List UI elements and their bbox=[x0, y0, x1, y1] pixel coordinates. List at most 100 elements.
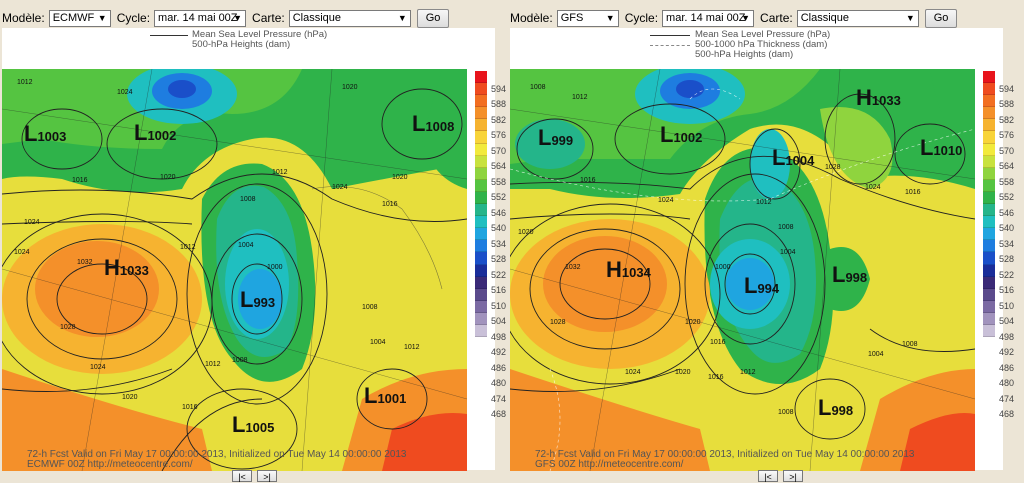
isobar-label: 1008 bbox=[362, 304, 378, 311]
system-label: L1005 bbox=[232, 412, 275, 437]
map-select[interactable]: Classique ▼ bbox=[796, 9, 919, 27]
chevron-down-icon: ▼ bbox=[97, 12, 107, 23]
colorbar-swatch bbox=[475, 216, 487, 229]
isobar-label: 1020 bbox=[342, 84, 358, 91]
system-label: L999 bbox=[538, 125, 574, 150]
isobar-label: 1008 bbox=[240, 196, 256, 203]
isobar-label: 1012 bbox=[17, 79, 33, 86]
colorbar-swatch bbox=[475, 83, 487, 96]
colorbar-label: 570 bbox=[999, 146, 1015, 156]
isobar-label: 1000 bbox=[267, 264, 283, 271]
colorbar-swatch bbox=[983, 167, 995, 180]
colorbar-swatch bbox=[983, 143, 995, 156]
isobar-label: 1024 bbox=[625, 369, 641, 376]
colorbar-swatch bbox=[983, 71, 995, 84]
legend-line-mslp bbox=[650, 35, 690, 36]
cycle-select[interactable]: mar. 14 mai 00Z ▼ bbox=[154, 9, 247, 27]
isobar-label: 1016 bbox=[905, 189, 921, 196]
isobar-label: 1004 bbox=[238, 242, 254, 249]
isobar-label: 1012 bbox=[756, 199, 772, 206]
colorbar-label: 576 bbox=[999, 130, 1015, 140]
last-frame-button[interactable]: >| bbox=[257, 470, 277, 482]
isobar-label: 1028 bbox=[550, 319, 566, 326]
isobar-label: 1012 bbox=[740, 369, 756, 376]
colorbar-label: 486 bbox=[491, 363, 507, 373]
model-select[interactable]: ECMWF ▼ bbox=[48, 9, 111, 27]
colorbar-swatch bbox=[983, 119, 995, 132]
system-label: H1033 bbox=[856, 85, 901, 110]
isobar-label: 1024 bbox=[24, 219, 40, 226]
isobar-label: 1020 bbox=[675, 369, 691, 376]
forecast-footer: 72-h Fcst Valid on Fri May 17 00:00:00 2… bbox=[535, 449, 915, 460]
isobar-label: 1024 bbox=[90, 364, 106, 371]
legend-line-thickness bbox=[650, 45, 690, 46]
colorbar-label: 582 bbox=[491, 115, 507, 125]
system-label: L1002 bbox=[660, 122, 703, 147]
isobar-label: 1008 bbox=[232, 357, 248, 364]
chevron-down-icon: ▼ bbox=[605, 12, 615, 23]
cycle-select[interactable]: mar. 14 mai 00Z ▼ bbox=[662, 9, 755, 27]
colorbar-swatch bbox=[475, 119, 487, 132]
isobar-label: 1024 bbox=[332, 184, 348, 191]
map-select[interactable]: Classique ▼ bbox=[288, 9, 411, 27]
colorbar-swatch bbox=[983, 312, 995, 325]
left-controls: Modèle: ECMWF ▼ Cycle: mar. 14 mai 00Z ▼ C… bbox=[2, 8, 450, 28]
colorbar-label: 570 bbox=[491, 146, 507, 156]
isobar-label: 1012 bbox=[205, 361, 221, 368]
colorbar-label: 534 bbox=[491, 239, 507, 249]
colorbar-label: 504 bbox=[999, 316, 1015, 326]
colorbar-swatch bbox=[983, 179, 995, 192]
legend-thickness: 500-1000 hPa Thickness (dam) bbox=[695, 39, 828, 50]
colorbar-swatch bbox=[475, 264, 487, 277]
colorbar-swatch bbox=[983, 131, 995, 144]
colorbar-label: 474 bbox=[491, 394, 507, 404]
colorbar-label: 564 bbox=[491, 161, 507, 171]
last-frame-button[interactable]: >| bbox=[783, 470, 803, 482]
chevron-down-icon: ▼ bbox=[397, 12, 407, 23]
colorbar-label: 510 bbox=[999, 301, 1015, 311]
isobar-label: 1032 bbox=[77, 259, 93, 266]
colorbar-label: 522 bbox=[491, 270, 507, 280]
colorbar-label: 516 bbox=[999, 285, 1015, 295]
colorbar-label: 540 bbox=[999, 223, 1015, 233]
colorbar-swatch bbox=[475, 288, 487, 301]
go-button[interactable]: Go bbox=[416, 8, 450, 28]
first-frame-button[interactable]: |< bbox=[232, 470, 252, 482]
colorbar-swatch bbox=[983, 276, 995, 289]
system-label: L1002 bbox=[134, 120, 177, 145]
colorbar-swatch bbox=[475, 324, 487, 338]
system-label: L1008 bbox=[412, 111, 455, 136]
first-frame-button[interactable]: |< bbox=[758, 470, 778, 482]
go-button[interactable]: Go bbox=[924, 8, 958, 28]
colorbar-swatch bbox=[475, 167, 487, 180]
isobar-label: 1004 bbox=[370, 339, 386, 346]
legend-500hpa: 500-hPa Heights (dam) bbox=[695, 49, 794, 60]
colorbar-label: 534 bbox=[999, 239, 1015, 249]
system-label: L993 bbox=[240, 287, 276, 312]
colorbar-swatch bbox=[475, 276, 487, 289]
colorbar-swatch bbox=[983, 95, 995, 108]
colorbar-label: 504 bbox=[491, 316, 507, 326]
colorbar-label: 510 bbox=[491, 301, 507, 311]
colorbar-swatch bbox=[983, 324, 995, 338]
colorbar-label: 474 bbox=[999, 394, 1015, 404]
colorbar-label: 576 bbox=[491, 130, 507, 140]
isobar-label: 1020 bbox=[122, 394, 138, 401]
isobar-label: 1032 bbox=[565, 264, 581, 271]
colorbar-label: 480 bbox=[491, 378, 507, 388]
colorbar-swatch bbox=[475, 252, 487, 265]
isobar-label: 1020 bbox=[160, 174, 176, 181]
model-select[interactable]: GFS ▼ bbox=[556, 9, 619, 27]
chevron-down-icon: ▼ bbox=[741, 12, 751, 23]
map-label: Carte: bbox=[760, 11, 793, 25]
isobar-label: 1024 bbox=[117, 89, 133, 96]
cycle-label: Cycle: bbox=[624, 11, 659, 25]
colorbar-swatch bbox=[475, 240, 487, 253]
colorbar-swatch bbox=[475, 143, 487, 156]
colorbar-swatch bbox=[475, 71, 487, 84]
colorbar-label: 522 bbox=[999, 270, 1015, 280]
forecast-chart: Mean Sea Level Pressure (hPa) 500-1000 h… bbox=[510, 28, 1003, 471]
colorbar-label: 486 bbox=[999, 363, 1015, 373]
colorbar-swatch bbox=[983, 83, 995, 96]
colorbar bbox=[983, 71, 995, 338]
